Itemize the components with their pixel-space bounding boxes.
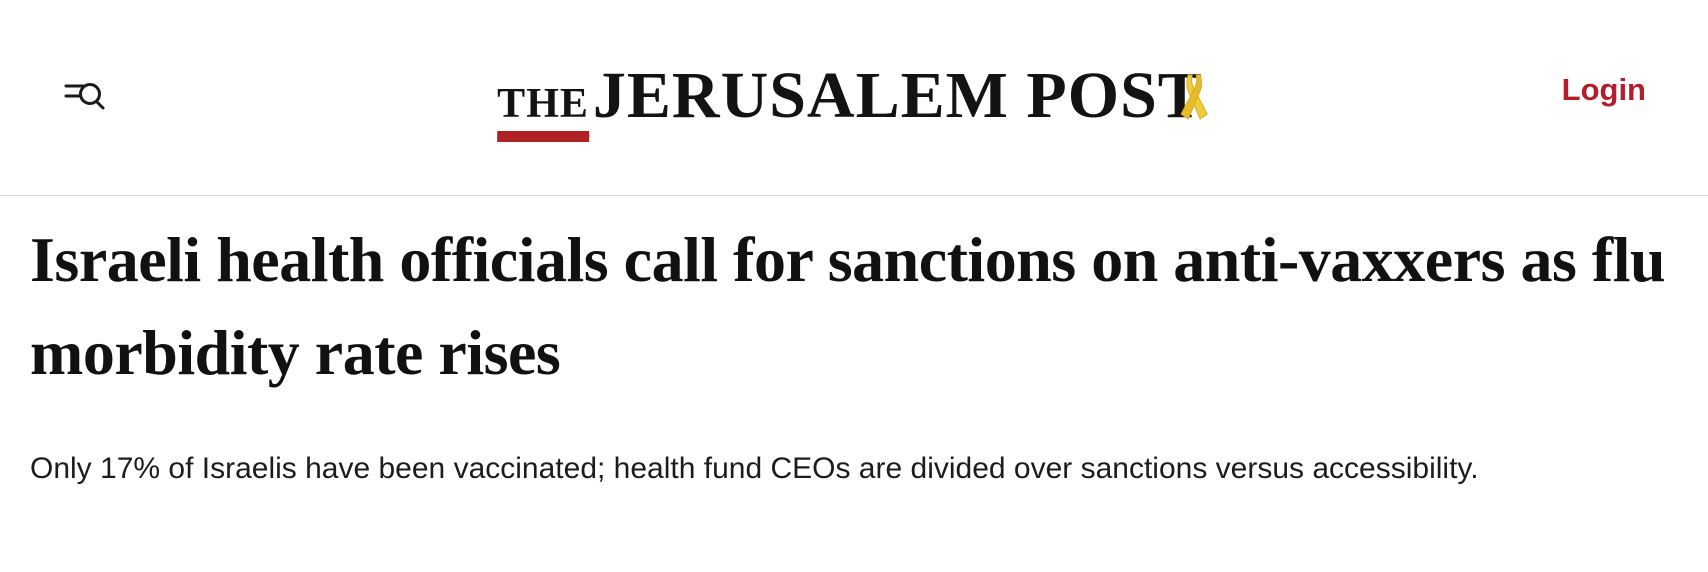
site-header: THE JERUSALEM POST Login	[0, 0, 1708, 196]
article-subtitle: Only 17% of Israelis have been vaccinate…	[30, 451, 1479, 485]
menu-search-button[interactable]	[62, 72, 114, 120]
yellow-ribbon-icon	[1177, 73, 1211, 132]
menu-search-icon	[62, 75, 114, 117]
article-headline: Israeli health officials call for sancti…	[30, 224, 1666, 388]
logo-the: THE	[497, 80, 589, 142]
site-logo[interactable]: THE JERUSALEM POST	[497, 58, 1211, 142]
article-region: Israeli health officials call for sancti…	[0, 196, 1708, 504]
logo-text: JERUSALEM POST	[592, 59, 1203, 132]
login-link[interactable]: Login	[1561, 72, 1646, 107]
